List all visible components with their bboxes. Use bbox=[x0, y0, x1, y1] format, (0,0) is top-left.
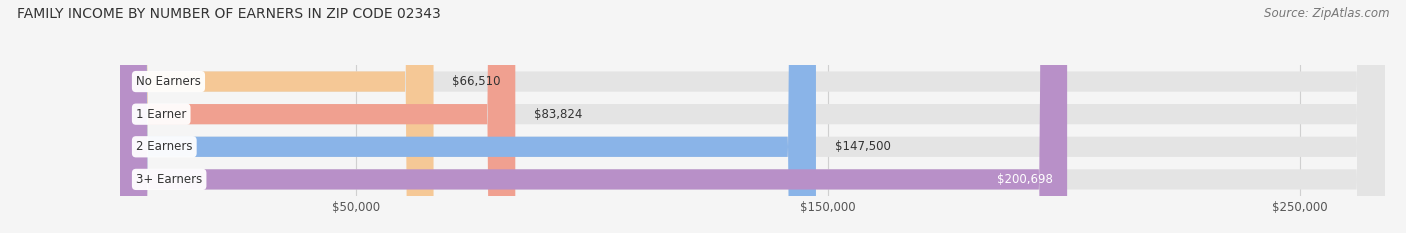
FancyBboxPatch shape bbox=[120, 0, 1385, 233]
FancyBboxPatch shape bbox=[120, 0, 433, 233]
Text: $83,824: $83,824 bbox=[534, 108, 582, 121]
Text: $200,698: $200,698 bbox=[997, 173, 1053, 186]
Text: $66,510: $66,510 bbox=[453, 75, 501, 88]
FancyBboxPatch shape bbox=[120, 0, 815, 233]
FancyBboxPatch shape bbox=[120, 0, 1067, 233]
Text: No Earners: No Earners bbox=[136, 75, 201, 88]
Text: 1 Earner: 1 Earner bbox=[136, 108, 187, 121]
Text: 3+ Earners: 3+ Earners bbox=[136, 173, 202, 186]
Text: FAMILY INCOME BY NUMBER OF EARNERS IN ZIP CODE 02343: FAMILY INCOME BY NUMBER OF EARNERS IN ZI… bbox=[17, 7, 440, 21]
FancyBboxPatch shape bbox=[120, 0, 1385, 233]
FancyBboxPatch shape bbox=[120, 0, 1385, 233]
FancyBboxPatch shape bbox=[120, 0, 1385, 233]
FancyBboxPatch shape bbox=[120, 0, 515, 233]
Text: $147,500: $147,500 bbox=[835, 140, 891, 153]
Text: 2 Earners: 2 Earners bbox=[136, 140, 193, 153]
Text: Source: ZipAtlas.com: Source: ZipAtlas.com bbox=[1264, 7, 1389, 20]
